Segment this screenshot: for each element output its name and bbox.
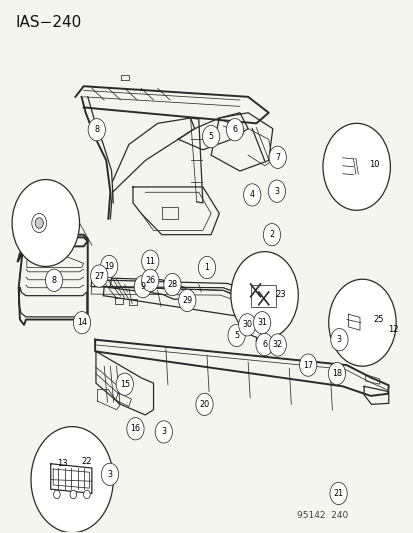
Circle shape	[83, 490, 90, 499]
Text: 26: 26	[145, 276, 155, 285]
Circle shape	[195, 393, 213, 416]
Text: 19: 19	[104, 262, 114, 271]
Text: 27: 27	[94, 271, 104, 280]
Text: 23: 23	[275, 289, 286, 298]
Circle shape	[90, 265, 108, 287]
Text: 3: 3	[274, 187, 279, 196]
Circle shape	[35, 217, 43, 228]
Circle shape	[243, 184, 260, 206]
Circle shape	[253, 312, 270, 334]
Circle shape	[88, 118, 105, 141]
Circle shape	[141, 250, 159, 272]
Circle shape	[268, 334, 286, 356]
Text: 31: 31	[256, 318, 266, 327]
Circle shape	[32, 214, 47, 232]
Text: 2: 2	[269, 230, 274, 239]
Circle shape	[263, 223, 280, 246]
Text: 7: 7	[275, 153, 280, 162]
Text: 28: 28	[167, 280, 177, 289]
Text: 13: 13	[57, 459, 67, 469]
Text: 20: 20	[199, 400, 209, 409]
Circle shape	[31, 426, 113, 532]
Circle shape	[101, 463, 118, 486]
Text: 5: 5	[208, 132, 213, 141]
Text: 3: 3	[107, 470, 112, 479]
Circle shape	[116, 373, 133, 395]
Text: 3: 3	[161, 427, 166, 437]
Text: 12: 12	[387, 325, 397, 334]
Circle shape	[12, 180, 79, 266]
Text: 11: 11	[145, 257, 155, 265]
Circle shape	[238, 314, 255, 336]
Text: IAS−240: IAS−240	[16, 14, 82, 30]
Text: 30: 30	[242, 320, 252, 329]
Text: 6: 6	[232, 125, 237, 134]
Circle shape	[164, 273, 180, 296]
Text: 17: 17	[302, 361, 313, 369]
Circle shape	[230, 252, 298, 338]
Circle shape	[328, 279, 395, 366]
Text: 1: 1	[204, 263, 209, 272]
Circle shape	[141, 269, 159, 292]
Text: 5: 5	[233, 331, 239, 340]
Text: 95142  240: 95142 240	[297, 511, 348, 520]
Circle shape	[73, 312, 90, 334]
Text: 29: 29	[182, 296, 192, 305]
Text: 25: 25	[373, 315, 383, 324]
Circle shape	[228, 324, 244, 346]
Circle shape	[155, 421, 172, 443]
Circle shape	[226, 118, 243, 141]
Text: 18: 18	[331, 369, 341, 378]
Text: 3: 3	[336, 335, 341, 344]
Circle shape	[54, 490, 60, 499]
Circle shape	[255, 333, 273, 356]
Text: 14: 14	[77, 318, 87, 327]
Text: 32: 32	[272, 341, 282, 350]
Circle shape	[45, 269, 62, 292]
Circle shape	[330, 328, 347, 351]
Circle shape	[70, 490, 76, 499]
Text: 15: 15	[119, 379, 130, 389]
Text: 10: 10	[369, 160, 379, 169]
Circle shape	[268, 146, 286, 168]
Circle shape	[328, 362, 345, 385]
Circle shape	[126, 418, 144, 440]
Circle shape	[329, 482, 347, 505]
Text: 21: 21	[333, 489, 343, 498]
Text: 22: 22	[81, 457, 92, 466]
Text: 4: 4	[249, 190, 254, 199]
Circle shape	[198, 256, 215, 279]
Circle shape	[268, 180, 285, 203]
Text: 9: 9	[140, 282, 145, 291]
Circle shape	[202, 125, 219, 148]
Text: 8: 8	[51, 276, 57, 285]
Circle shape	[299, 354, 316, 376]
Circle shape	[178, 289, 195, 312]
Circle shape	[322, 123, 389, 211]
Text: 16: 16	[130, 424, 140, 433]
Circle shape	[100, 255, 117, 278]
Text: 6: 6	[261, 340, 266, 349]
Circle shape	[134, 276, 151, 298]
Text: 8: 8	[94, 125, 99, 134]
